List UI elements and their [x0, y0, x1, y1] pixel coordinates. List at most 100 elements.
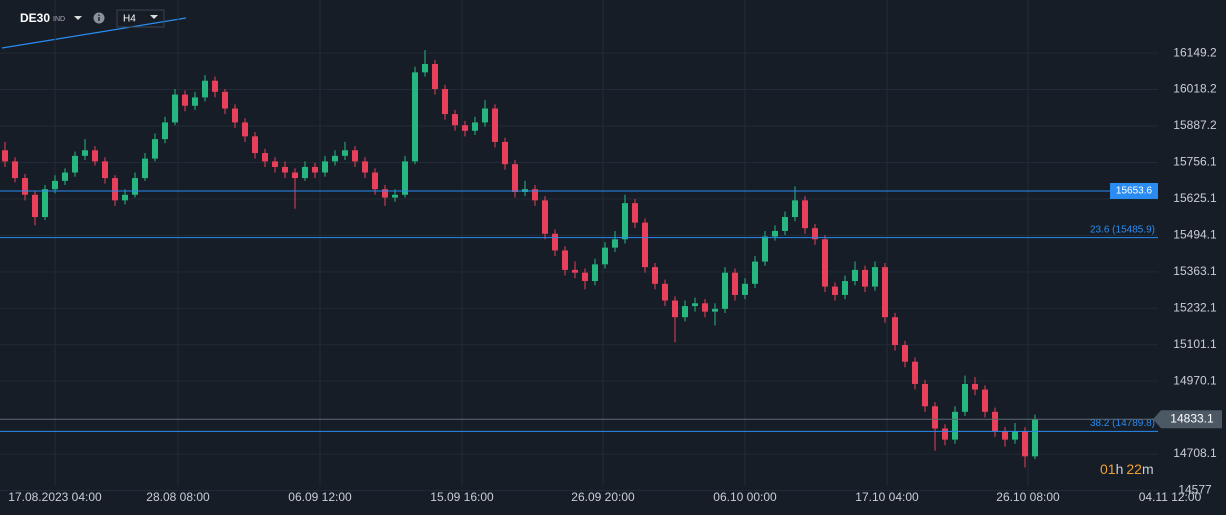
market: IND	[53, 16, 65, 23]
candle-body	[362, 161, 368, 173]
symbol[interactable]: DE30	[20, 11, 50, 25]
candle-body	[342, 150, 348, 156]
candle-body	[842, 281, 848, 295]
candle-body	[332, 155, 338, 162]
candle-body	[352, 150, 358, 162]
candle-body	[252, 136, 258, 154]
candle-body	[772, 230, 778, 237]
timeframe: H4	[123, 14, 136, 25]
symbol-dropdown[interactable]	[74, 16, 82, 20]
candle-body	[102, 161, 108, 179]
x-tick-label: 04.11 12:00	[1139, 490, 1202, 504]
candle-body	[862, 269, 868, 287]
candle-body	[382, 189, 388, 198]
x-tick-label: 26.10 08:00	[996, 490, 1060, 504]
candle-body	[922, 383, 928, 407]
countdown-hours: 01	[1100, 461, 1116, 477]
candle-body	[122, 194, 128, 201]
y-tick-label: 15101.1	[1173, 337, 1217, 351]
candle-body	[852, 269, 858, 282]
level-label: 15653.6	[1116, 186, 1153, 197]
candle-body	[662, 283, 668, 301]
candle-body	[882, 267, 888, 318]
y-tick-label: 14970.1	[1173, 373, 1217, 387]
level-label: 38.2 (14789.8)	[1090, 418, 1155, 429]
candle-body	[672, 300, 678, 318]
candle-body	[542, 200, 548, 234]
candle-body	[1032, 419, 1038, 457]
candle-body	[302, 166, 308, 179]
y-tick-label: 15887.2	[1173, 118, 1217, 132]
candle-body	[422, 63, 428, 73]
y-tick-label: 14577	[1178, 483, 1212, 497]
candle-body	[22, 178, 28, 195]
candle-body	[492, 108, 498, 142]
y-tick-label: 15363.1	[1173, 264, 1217, 278]
candle-body	[942, 428, 948, 440]
candle-body	[602, 247, 608, 265]
candle-body	[692, 303, 698, 307]
candle-body	[582, 272, 588, 282]
last-price-label: 14833.1	[1170, 411, 1214, 425]
candle-body	[722, 272, 728, 309]
candle-body	[42, 189, 48, 218]
candle-body	[242, 122, 248, 137]
candle-body	[312, 166, 318, 173]
candle-body	[1022, 431, 1028, 457]
candle-body	[162, 122, 168, 140]
candle-body	[1012, 431, 1018, 440]
y-tick-label: 15625.1	[1173, 191, 1217, 205]
candle-body	[472, 122, 478, 131]
candle-body	[832, 286, 838, 295]
timeframe-box[interactable]	[116, 9, 165, 28]
countdown-unit: m	[1142, 461, 1154, 477]
candle-body	[512, 164, 518, 192]
candle-body	[932, 406, 938, 429]
candle-body	[612, 239, 618, 248]
candle-body	[2, 150, 8, 162]
candle-body	[272, 161, 278, 167]
level-label-box	[1110, 182, 1158, 199]
x-tick-label: 06.10 00:00	[713, 490, 777, 504]
candle-body	[1002, 431, 1008, 440]
candle-body	[902, 345, 908, 362]
y-tick-label: 15232.1	[1173, 300, 1217, 314]
y-tick-label: 15494.1	[1173, 228, 1217, 242]
countdown-minutes: 22	[1126, 461, 1142, 477]
candle-body	[762, 236, 768, 262]
candle-body	[292, 172, 298, 179]
candle-body	[322, 161, 328, 173]
x-tick-label: 06.09 12:00	[288, 490, 352, 504]
candle-body	[532, 189, 538, 201]
candle-body	[232, 108, 238, 123]
x-tick-label: 17.08.2023 04:00	[8, 490, 102, 504]
candle-body	[802, 200, 808, 229]
candle-body	[452, 114, 458, 126]
candle-body	[572, 269, 578, 273]
candle-body	[402, 161, 408, 195]
candle-body	[822, 239, 828, 287]
candle-body	[562, 250, 568, 270]
candle-body	[632, 203, 638, 223]
candle-body	[992, 411, 998, 432]
timeframe-dropdown[interactable]	[150, 15, 158, 19]
y-tick-label: 16018.2	[1173, 82, 1217, 96]
candle-body	[132, 178, 138, 195]
candle-body	[152, 139, 158, 159]
candle-body	[372, 172, 378, 190]
candle-body	[462, 125, 468, 131]
candle-body	[262, 153, 268, 162]
x-tick-label: 28.08 08:00	[146, 490, 210, 504]
candle-body	[552, 233, 558, 251]
y-tick-label: 15756.1	[1173, 155, 1217, 169]
candle-body	[172, 94, 178, 123]
candle-body	[752, 261, 758, 284]
candle-body	[112, 178, 118, 201]
candle-body	[642, 222, 648, 268]
x-tick-label: 17.10 04:00	[855, 490, 919, 504]
candle-body	[212, 80, 218, 92]
candle-body	[912, 361, 918, 384]
